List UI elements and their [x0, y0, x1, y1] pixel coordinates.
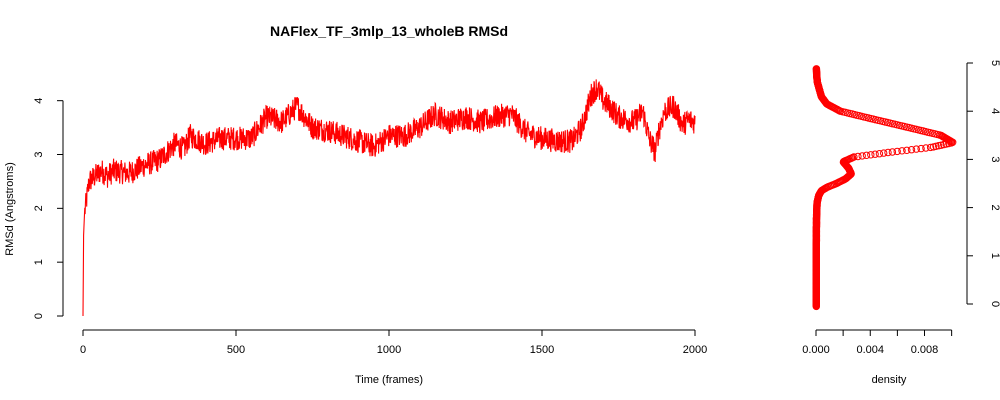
main-x-tick-label: 2000: [683, 344, 707, 356]
density-point: [858, 152, 866, 160]
density-y-tick-label: 4: [989, 108, 1000, 114]
density-point: [850, 153, 858, 161]
density-point: [862, 151, 871, 160]
main-y-tick-label: 1: [33, 259, 45, 265]
density-y-tick-label: 0: [989, 301, 1000, 307]
density-point: [871, 150, 879, 158]
density-point: [854, 152, 862, 161]
main-y-tick-label: 2: [33, 205, 45, 211]
main-y-axis-label: RMSd (Angstroms): [4, 162, 16, 256]
main-y-tick-label: 0: [33, 313, 45, 319]
main-x-tick-label: 0: [80, 344, 86, 356]
density-point: [926, 143, 935, 152]
density-point: [903, 146, 911, 155]
density-y-tick-label: 5: [989, 60, 1000, 66]
density-x-axis-label: density: [872, 374, 907, 386]
density-plot-axes: 0.000 0.004 0.008 0 1 2 3 4 5: [802, 60, 1000, 356]
density-point: [917, 144, 925, 153]
main-y-tick-label: 3: [33, 151, 45, 157]
main-x-axis-label: Time (frames): [355, 374, 423, 386]
density-y-tick-label: 3: [989, 156, 1000, 162]
density-point: [867, 151, 875, 159]
density-series-points: [812, 65, 957, 311]
density-x-tick-label: 0.004: [856, 344, 884, 356]
main-x-tick-label: 1500: [530, 344, 554, 356]
density-y-tick-label: 2: [989, 205, 1000, 211]
main-x-tick-label: 500: [227, 344, 245, 356]
density-point: [893, 147, 901, 156]
density-point: [880, 149, 888, 157]
density-x-tick-label: 0.000: [802, 344, 830, 356]
density-point: [898, 147, 906, 155]
rmsd-line-path: [82, 79, 696, 317]
density-point: [875, 150, 884, 158]
density-point: [888, 148, 897, 156]
density-point: [922, 144, 930, 152]
density-y-tick-label: 1: [989, 253, 1000, 259]
main-plot-axes: 0 500 1000 1500 2000 0 1 2 3 4: [33, 98, 707, 356]
main-y-tick-label: 4: [33, 98, 45, 104]
density-point: [912, 145, 920, 153]
density-point: [907, 146, 916, 154]
rmsd-series-line: [82, 79, 696, 317]
density-point: [884, 148, 892, 157]
chart-title: NAFlex_TF_3mlp_13_wholeB RMSd: [270, 23, 508, 39]
main-x-tick-label: 1000: [377, 344, 401, 356]
density-x-tick-label: 0.008: [911, 344, 939, 356]
density-point: [812, 65, 821, 73]
